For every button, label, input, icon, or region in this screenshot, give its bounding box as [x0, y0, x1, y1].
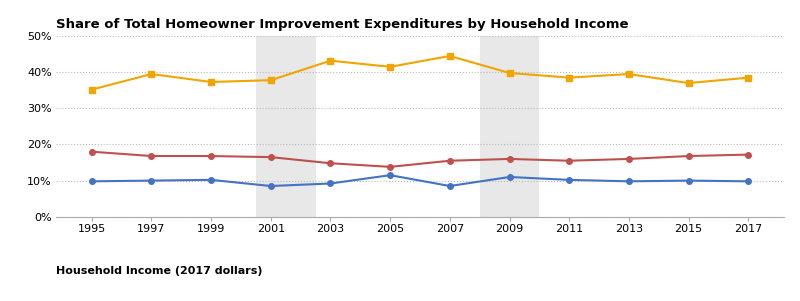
- Middle Quintile: [146, 154, 156, 158]
- Top Quintile: [505, 71, 514, 75]
- Top Quintile: [624, 72, 634, 76]
- Bottom Quintile: [266, 184, 276, 188]
- Line: Middle Quintile: Middle Quintile: [89, 149, 751, 170]
- Bottom Quintile: [564, 178, 574, 182]
- Text: Share of Total Homeowner Improvement Expenditures by Household Income: Share of Total Homeowner Improvement Exp…: [56, 18, 629, 31]
- Top Quintile: [386, 65, 395, 69]
- Middle Quintile: [386, 165, 395, 169]
- Middle Quintile: [266, 155, 276, 159]
- Top Quintile: [206, 80, 216, 84]
- Middle Quintile: [445, 159, 454, 163]
- Text: Household Income (2017 dollars): Household Income (2017 dollars): [56, 266, 262, 276]
- Bottom Quintile: [386, 173, 395, 177]
- Middle Quintile: [206, 154, 216, 158]
- Bottom Quintile: [146, 179, 156, 182]
- Bottom Quintile: [743, 179, 753, 183]
- Bar: [480, 36, 539, 217]
- Top Quintile: [266, 78, 276, 82]
- Top Quintile: [445, 54, 454, 58]
- Middle Quintile: [684, 154, 694, 158]
- Line: Bottom Quintile: Bottom Quintile: [89, 172, 751, 189]
- Middle Quintile: [743, 153, 753, 157]
- Top Quintile: [743, 76, 753, 79]
- Bottom Quintile: [87, 179, 97, 183]
- Top Quintile: [564, 76, 574, 79]
- Line: Top Quintile: Top Quintile: [89, 53, 751, 92]
- Bottom Quintile: [206, 178, 216, 182]
- Bottom Quintile: [445, 184, 454, 188]
- Bar: [256, 36, 315, 217]
- Middle Quintile: [326, 161, 335, 165]
- Middle Quintile: [87, 150, 97, 154]
- Middle Quintile: [564, 159, 574, 163]
- Middle Quintile: [624, 157, 634, 161]
- Bottom Quintile: [684, 179, 694, 182]
- Bottom Quintile: [326, 182, 335, 185]
- Bottom Quintile: [624, 179, 634, 183]
- Middle Quintile: [505, 157, 514, 161]
- Top Quintile: [684, 81, 694, 85]
- Top Quintile: [326, 59, 335, 63]
- Top Quintile: [87, 88, 97, 92]
- Top Quintile: [146, 72, 156, 76]
- Bottom Quintile: [505, 175, 514, 179]
